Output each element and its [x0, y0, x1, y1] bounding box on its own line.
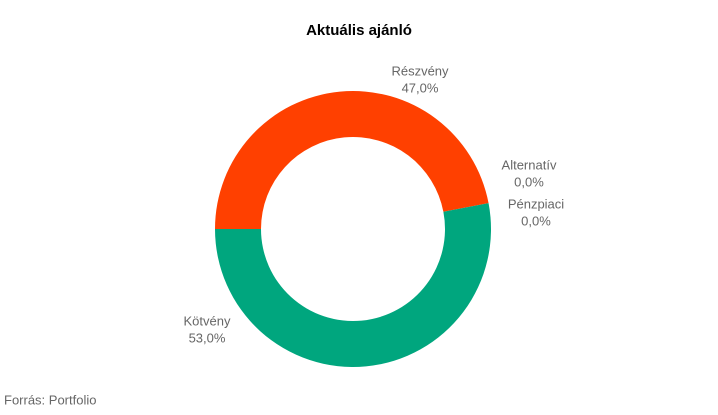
source: Forrás: Portfolio — [4, 392, 96, 407]
value-label: 53,0% — [189, 330, 226, 345]
slice-label: Részvény — [391, 63, 449, 78]
value-label: 0,0% — [521, 213, 551, 228]
slice — [215, 91, 489, 229]
slice-label: Kötvény — [184, 313, 231, 328]
slice-label: Alternatív — [502, 157, 557, 172]
chart-title: Aktuális ajánló — [306, 22, 412, 39]
slice — [215, 203, 491, 368]
slice-label: Pénzpiaci — [508, 196, 564, 211]
value-label: 0,0% — [514, 174, 544, 189]
value-label: 47,0% — [402, 80, 439, 95]
